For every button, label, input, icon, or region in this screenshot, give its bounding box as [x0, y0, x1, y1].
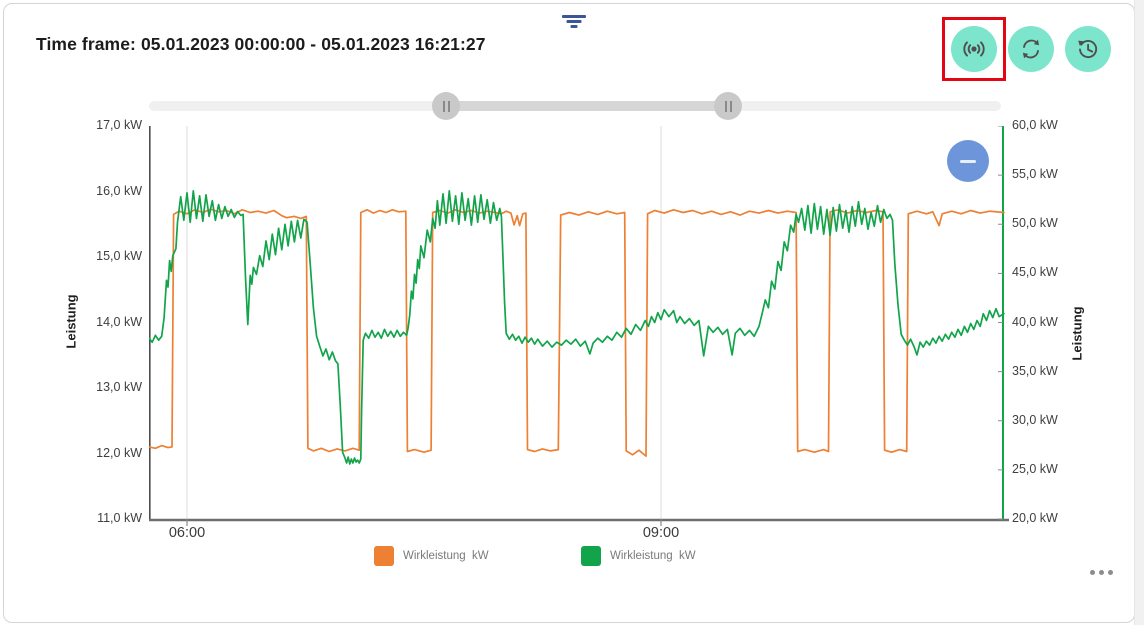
y-axis-right-tick-label: 50,0 kW [1012, 216, 1058, 231]
y-axis-right-tick-label: 20,0 kW [1012, 511, 1058, 525]
slider-handle-left[interactable] [432, 92, 461, 120]
chart-card: Time frame: 05.01.2023 00:00:00 - 05.01.… [3, 3, 1135, 623]
filter-icon[interactable] [561, 15, 587, 31]
handle-grip [442, 100, 445, 112]
y-axis-left-tick-label: 12,0 kW [96, 445, 142, 460]
filter-bar [566, 20, 582, 23]
filter-bar [570, 25, 578, 28]
legend-label: Wirkleistung kW [403, 550, 489, 562]
x-axis-tick-label: 06:00 [168, 525, 206, 541]
y-axis-right-tick-label: 25,0 kW [1012, 461, 1058, 476]
handle-grip [447, 100, 450, 112]
legend-item-wirkleistung-orange[interactable]: Wirkleistung kW [374, 546, 489, 566]
ellipsis-dot [1090, 570, 1095, 575]
y-axis-left-tick-label: 17,0 kW [96, 118, 142, 132]
scrollbar[interactable] [1134, 0, 1144, 625]
y-axis-right-tick-label: 30,0 kW [1012, 412, 1058, 427]
handle-grip [724, 100, 727, 112]
y-axis-left-tick-label: 13,0 kW [96, 380, 142, 394]
ellipsis-dot [1108, 570, 1113, 575]
ellipsis-dot [1099, 570, 1104, 575]
y-axis-right-tick-label: 40,0 kW [1012, 314, 1058, 329]
time-range-slider-track[interactable] [149, 92, 1001, 120]
live-signal-icon [963, 41, 985, 57]
history-clock-icon [1078, 40, 1098, 59]
minus-icon [960, 159, 976, 163]
legend-swatch-orange [374, 546, 394, 566]
history-button[interactable] [1065, 26, 1111, 72]
time-frame-title: Time frame: 05.01.2023 00:00:00 - 05.01.… [36, 34, 486, 54]
x-axis-tick-label: 09:00 [642, 525, 680, 541]
refresh-icon [1022, 39, 1040, 59]
y-axis-left-tick-label: 11,0 kW [97, 511, 142, 525]
y-axis-right-title: Leistung [1069, 306, 1085, 361]
filter-bar [562, 15, 586, 18]
handle-grip [729, 100, 732, 112]
legend-label: Wirkleistung kW [610, 550, 696, 562]
y-axis-right-tick-label: 45,0 kW [1012, 265, 1058, 280]
legend-item-wirkleistung-green[interactable]: Wirkleistung kW [581, 546, 696, 566]
y-axis-right-tick-label: 55,0 kW [1012, 167, 1058, 182]
series-line-0 [149, 208, 1005, 457]
time-range-selected [446, 101, 729, 111]
legend-swatch-green [581, 546, 601, 566]
live-button[interactable] [951, 26, 997, 72]
y-axis-left-tick-label: 15,0 kW [96, 249, 142, 263]
highlight-box [942, 17, 1006, 81]
series-line-1 [149, 189, 1005, 465]
y-axis-right-tick-label: 35,0 kW [1012, 363, 1058, 378]
zoom-out-button[interactable] [947, 140, 989, 182]
refresh-button[interactable] [1008, 26, 1054, 72]
y-axis-left-title: Leistung [63, 294, 79, 349]
y-axis-left-tick-label: 16,0 kW [96, 183, 142, 198]
y-axis-right-tick-label: 60,0 kW [1012, 118, 1058, 132]
line-chart-plot [149, 126, 1009, 526]
y-axis-left-tick-label: 14,0 kW [96, 314, 142, 329]
slider-handle-right[interactable] [714, 92, 743, 120]
more-options-button[interactable] [1086, 566, 1117, 579]
